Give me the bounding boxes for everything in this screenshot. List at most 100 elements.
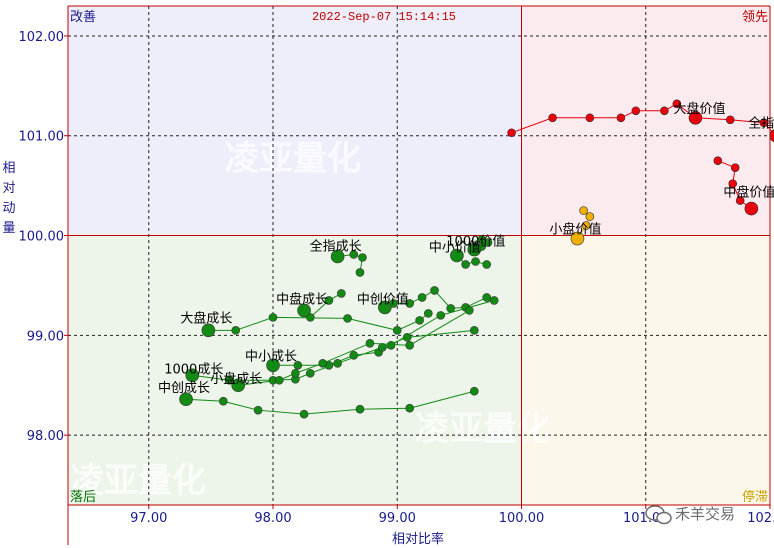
series-point xyxy=(274,375,284,385)
series-point xyxy=(759,118,769,128)
series-point xyxy=(231,326,241,335)
series-point xyxy=(446,304,455,313)
series-label: 小盘成长 xyxy=(210,371,262,387)
series-point xyxy=(392,326,402,335)
series-point xyxy=(219,396,228,406)
series-point xyxy=(471,257,480,266)
quadrant-label-lagging: 落后 xyxy=(70,490,96,505)
series-label: 全指成长 xyxy=(310,238,362,254)
x-axis-title: 相对比率 xyxy=(392,531,444,547)
series-line xyxy=(577,210,591,239)
series-end-point xyxy=(769,129,774,143)
series-point xyxy=(585,212,595,221)
series-end-point xyxy=(450,248,464,263)
series-point xyxy=(349,250,359,259)
series-大盘成长 xyxy=(201,309,433,338)
series-line xyxy=(337,253,364,273)
series-point xyxy=(482,260,492,269)
series-point xyxy=(581,221,591,230)
quadrant-label-weakening: 停滞 xyxy=(742,489,768,505)
series-中盘成长 xyxy=(378,286,492,315)
series-point xyxy=(378,343,387,352)
wechat-icon-bubble xyxy=(656,511,672,525)
series-end-point xyxy=(185,368,200,383)
series-point xyxy=(405,299,414,308)
series-point xyxy=(660,106,669,116)
series-point xyxy=(548,113,557,123)
series-point xyxy=(415,316,424,325)
series-point xyxy=(424,309,433,318)
y-axis-title: 相对动量 xyxy=(2,161,15,236)
series-point xyxy=(291,368,300,378)
series-point xyxy=(631,106,641,116)
series-line xyxy=(273,299,495,366)
series-end-point xyxy=(297,303,311,318)
watermark-text: 凌亚量化 xyxy=(415,409,551,449)
series-point xyxy=(489,296,499,305)
series-中创成长 xyxy=(179,386,479,419)
series-point xyxy=(337,289,346,298)
series-layer xyxy=(179,99,774,419)
series-end-point xyxy=(744,201,759,216)
series-1000价值 xyxy=(467,235,493,257)
x-tick-label: 98.00 xyxy=(254,511,291,526)
series-label: 1000价值 xyxy=(446,234,505,250)
x-tick-label: 100.00 xyxy=(499,511,545,526)
series-point xyxy=(355,404,365,414)
series-label: 小盘价值 xyxy=(549,222,601,238)
y-tick-label: 99.00 xyxy=(27,329,64,344)
series-point xyxy=(469,326,479,335)
series-中盘价值 xyxy=(713,156,759,216)
series-point xyxy=(343,314,352,323)
series-label: 1000成长 xyxy=(164,362,223,377)
series-point xyxy=(469,386,479,396)
quadrant-bottom-right xyxy=(521,235,770,506)
series-point xyxy=(436,311,446,320)
y-axis-title-char: 量 xyxy=(2,221,15,236)
series-label: 大盘价值 xyxy=(673,101,725,117)
series-point xyxy=(318,358,328,368)
series-end-point xyxy=(467,242,482,257)
series-point xyxy=(585,113,595,123)
axes: 97.00 98.00 99.00 100.00 101.00 102.00 98.00 99… xyxy=(2,5,774,547)
series-end-point xyxy=(201,323,216,338)
series-point xyxy=(225,375,234,385)
series-label: 中盘成长 xyxy=(276,291,328,307)
series-point xyxy=(461,260,470,269)
series-小盘价值 xyxy=(570,206,595,246)
series-label: 中盘价值 xyxy=(723,185,774,201)
series-point xyxy=(507,128,516,138)
series-point xyxy=(725,115,735,125)
series-point xyxy=(672,99,682,109)
grid-lines xyxy=(68,6,771,505)
series-end-point xyxy=(179,392,193,407)
series-label: 中小价值 xyxy=(429,240,481,256)
series-point xyxy=(402,333,412,342)
series-point xyxy=(355,268,365,277)
series-point xyxy=(365,339,375,348)
series-point xyxy=(299,409,309,419)
series-point xyxy=(616,113,626,123)
series-label: 中小成长 xyxy=(245,349,297,364)
x-tick-label: 102.00 xyxy=(747,511,774,526)
series-全指成长 xyxy=(330,249,367,277)
series-point xyxy=(253,405,263,415)
y-tick-label: 102.00 xyxy=(19,30,65,45)
wechat-account-name: 禾羊交易 xyxy=(675,505,735,523)
series-小盘成长 xyxy=(231,306,474,393)
series-end-point xyxy=(231,378,246,393)
y-axis-title-char: 动 xyxy=(2,201,15,216)
series-point xyxy=(713,156,723,165)
wechat-mark: 禾羊交易 xyxy=(645,505,735,525)
series-label: 大盘成长 xyxy=(180,310,232,326)
series-point xyxy=(417,293,427,302)
series-label: 中创价值 xyxy=(357,291,409,307)
series-label: 全指价值 xyxy=(748,116,774,132)
series-point xyxy=(735,196,745,205)
series-end-point xyxy=(688,110,703,125)
series-point xyxy=(333,358,342,368)
y-tick-label: 101.00 xyxy=(19,130,65,145)
series-point xyxy=(430,286,439,295)
y-axis-title-char: 对 xyxy=(2,181,15,196)
